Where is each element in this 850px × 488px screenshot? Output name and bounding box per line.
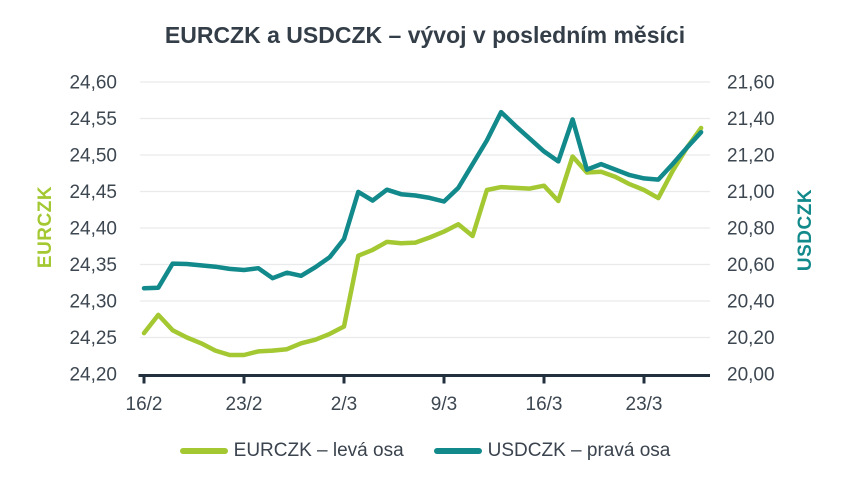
x-axis <box>138 374 710 384</box>
svg-text:24,25: 24,25 <box>69 328 117 349</box>
svg-text:20,00: 20,00 <box>727 365 775 386</box>
usdczk-line <box>141 109 704 291</box>
svg-text:16/2: 16/2 <box>126 394 163 415</box>
svg-text:21,20: 21,20 <box>727 146 775 167</box>
svg-text:2/3: 2/3 <box>331 394 357 415</box>
gridlines <box>140 81 710 339</box>
svg-text:21,00: 21,00 <box>727 182 775 203</box>
right-axis-title: USDCZK <box>795 188 816 272</box>
eurczk-line-swatch-icon <box>179 448 228 454</box>
svg-text:20,80: 20,80 <box>727 219 775 240</box>
svg-text:21,40: 21,40 <box>727 109 775 130</box>
right-tick-labels: 21,60 21,40 21,20 21,00 20,80 20,60 20,40 20,20… <box>727 73 775 386</box>
svg-text:24,50: 24,50 <box>69 146 117 167</box>
svg-text:24,30: 24,30 <box>69 292 117 313</box>
svg-text:24,55: 24,55 <box>69 109 117 130</box>
legend: EURCZK – levá osa USDCZK – pravá osa <box>0 440 850 462</box>
svg-text:24,20: 24,20 <box>69 365 117 386</box>
series-lines <box>141 109 704 358</box>
svg-text:20,60: 20,60 <box>727 255 775 276</box>
chart-title: EURCZK a USDCZK – vývoj v posledním měsí… <box>164 22 686 48</box>
x-tick-labels: 16/2 23/2 2/3 9/3 16/3 23/3 <box>126 394 663 415</box>
svg-text:24,40: 24,40 <box>69 219 117 240</box>
svg-text:20,40: 20,40 <box>727 292 775 313</box>
svg-text:24,35: 24,35 <box>69 255 117 276</box>
svg-text:9/3: 9/3 <box>431 394 457 415</box>
left-tick-labels: 24,60 24,55 24,50 24,45 24,40 24,35 24,30 24,25… <box>69 73 117 386</box>
legend-label-eurczk: EURCZK – levá osa <box>233 440 404 461</box>
usdczk-line-swatch-icon <box>433 448 482 454</box>
legend-item-usdczk: USDCZK – pravá osa <box>433 440 671 462</box>
left-axis-title: EURCZK <box>35 185 56 269</box>
svg-text:23/2: 23/2 <box>226 394 263 415</box>
legend-label-usdczk: USDCZK – pravá osa <box>487 440 671 461</box>
svg-text:23/3: 23/3 <box>626 394 663 415</box>
svg-text:21,60: 21,60 <box>727 73 775 94</box>
eurczk-line <box>141 125 704 358</box>
svg-text:24,60: 24,60 <box>69 73 117 94</box>
svg-text:20,20: 20,20 <box>727 328 775 349</box>
svg-text:24,45: 24,45 <box>69 182 117 203</box>
svg-text:16/3: 16/3 <box>526 394 563 415</box>
legend-item-eurczk: EURCZK – levá osa <box>179 440 404 462</box>
